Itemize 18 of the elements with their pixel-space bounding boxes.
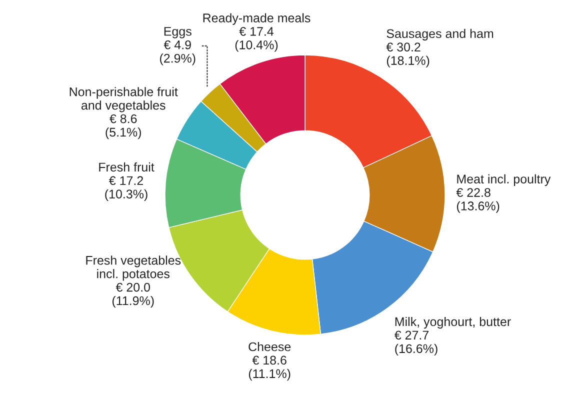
slice-label: Cheese: [248, 342, 291, 352]
data-label: € 22.8 (13.6%): [456, 188, 500, 213]
slice-label: Milk, yoghourt, butter: [395, 316, 511, 329]
slice-label: Non-perishable fruit and vegetables: [70, 87, 178, 112]
data-label: € 17.2 (10.3%): [105, 176, 148, 201]
data-label: € 30.2 (18.1%): [386, 42, 430, 68]
data-label: € 27.7 (16.6%): [394, 330, 438, 356]
slice-label: Meat incl. poultry: [457, 174, 551, 186]
slice-label: Ready-made meals: [203, 13, 310, 25]
slice-label: Eggs: [164, 27, 192, 38]
data-label: € 20.0 (11.9%): [112, 282, 154, 308]
slice-label: Fresh fruit: [99, 162, 154, 172]
data-label: € 17.4 (10.4%): [235, 27, 278, 52]
slice-label: Fresh vegetables incl. potatoes: [86, 256, 181, 281]
data-label: € 8.6 (5.1%): [106, 114, 141, 140]
slice-label: Sausages and ham: [386, 28, 494, 41]
data-label: € 18.6 (11.1%): [248, 356, 290, 381]
data-label: € 4.9 (2.9%): [160, 40, 196, 66]
